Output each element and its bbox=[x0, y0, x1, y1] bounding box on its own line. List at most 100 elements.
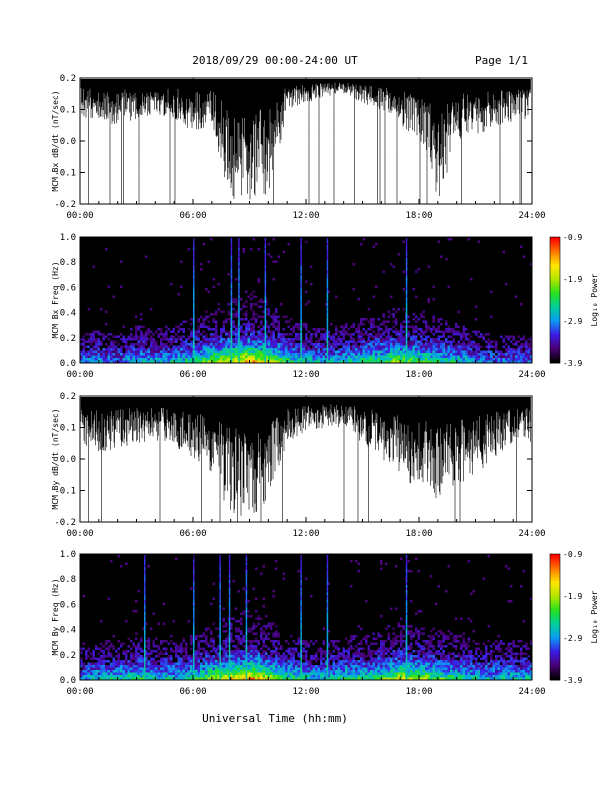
spectrogram-cell bbox=[320, 358, 323, 361]
spectrogram-cell bbox=[100, 308, 103, 311]
spectrogram-cell bbox=[260, 321, 263, 324]
spectrogram-cell bbox=[90, 351, 93, 354]
spectrogram-cell bbox=[133, 343, 136, 346]
spectrogram-cell bbox=[183, 648, 186, 651]
spectrogram-cell bbox=[268, 638, 271, 641]
spectrogram-cell bbox=[288, 341, 291, 344]
spectrogram-cell bbox=[258, 655, 261, 658]
spectrogram-cell bbox=[128, 675, 131, 678]
spectrogram-cell bbox=[390, 673, 393, 676]
spectrogram-cell bbox=[248, 328, 251, 331]
spectrogram-cell bbox=[113, 348, 116, 351]
spectrogram-cell bbox=[180, 346, 183, 349]
spectrogram-cell bbox=[163, 640, 166, 643]
spectrogram-cell bbox=[400, 650, 403, 653]
spectrogram-cell bbox=[440, 348, 443, 351]
spectrogram-cell bbox=[275, 675, 278, 678]
spectrogram-cell bbox=[418, 643, 421, 646]
spectrogram-cell bbox=[265, 675, 268, 678]
spectrogram-cell bbox=[263, 630, 266, 633]
spectrogram-cell bbox=[478, 351, 481, 354]
spectrogram-cell bbox=[275, 308, 278, 311]
spectrogram-cell bbox=[360, 346, 363, 349]
spectrogram-cell bbox=[235, 311, 238, 314]
spectrogram-cell bbox=[353, 665, 356, 668]
spectrogram-cell bbox=[130, 675, 133, 678]
spectrogram-cell bbox=[143, 353, 146, 356]
spectrogram-cell bbox=[465, 336, 468, 339]
spectrogram-cell bbox=[130, 663, 133, 666]
spectrogram-cell bbox=[198, 321, 201, 324]
spectrogram-cell bbox=[228, 348, 231, 351]
spectrogram-cell bbox=[205, 640, 208, 643]
spectrogram-cell bbox=[373, 343, 376, 346]
spectrogram-cell bbox=[383, 668, 386, 671]
spectrogram-cell bbox=[133, 351, 136, 354]
spectrogram-cell bbox=[230, 658, 233, 661]
spectrogram-cell bbox=[375, 346, 378, 349]
spectrogram-cell bbox=[150, 675, 153, 678]
spectrogram-cell bbox=[178, 351, 181, 354]
spectrogram-cell bbox=[303, 356, 306, 359]
spectral-line bbox=[327, 353, 329, 356]
spectrogram-cell bbox=[200, 665, 203, 668]
spectrogram-cell bbox=[448, 286, 451, 289]
spectrogram-cell bbox=[118, 665, 121, 668]
spectrogram-cell bbox=[85, 668, 88, 671]
spectrogram-cell bbox=[525, 341, 528, 344]
spectrogram-cell bbox=[255, 313, 258, 316]
spectrogram-cell bbox=[275, 261, 278, 264]
spectrogram-cell bbox=[283, 573, 286, 576]
spectrogram-cell bbox=[285, 333, 288, 336]
spectrogram-cell bbox=[355, 668, 358, 671]
spectrogram-cell bbox=[208, 321, 211, 324]
spectral-line bbox=[300, 331, 302, 334]
spectrogram-cell bbox=[340, 356, 343, 359]
spectrogram-cell bbox=[198, 356, 201, 359]
spectrogram-cell bbox=[320, 333, 323, 336]
spectrogram-cell bbox=[100, 660, 103, 663]
spectrogram-cell bbox=[208, 668, 211, 671]
spectral-line bbox=[238, 241, 240, 244]
spectrogram-cell bbox=[410, 625, 413, 628]
spectral-line bbox=[327, 273, 329, 276]
spectrogram-cell bbox=[150, 658, 153, 661]
spectrogram-cell bbox=[363, 328, 366, 331]
spectrogram-cell bbox=[378, 356, 381, 359]
spectrogram-cell bbox=[403, 648, 406, 651]
spectrogram-cell bbox=[395, 358, 398, 361]
spectrogram-cell bbox=[190, 648, 193, 651]
spectrogram-cell bbox=[215, 655, 218, 658]
spectrogram-cell bbox=[108, 648, 111, 651]
spectrogram-cell bbox=[133, 338, 136, 341]
spectrogram-cell bbox=[123, 338, 126, 341]
spectrogram-cell bbox=[360, 660, 363, 663]
spectrogram-cell bbox=[240, 298, 243, 301]
spectrogram-cell bbox=[280, 338, 283, 341]
spectrogram-cell bbox=[265, 638, 268, 641]
spectrogram-cell bbox=[373, 341, 376, 344]
spectrogram-cell bbox=[223, 625, 226, 628]
spectrogram-cell bbox=[463, 326, 466, 329]
spectrogram-cell bbox=[463, 346, 466, 349]
spectrogram-cell bbox=[413, 328, 416, 331]
spectrogram-cell bbox=[350, 351, 353, 354]
spectrogram-cell bbox=[180, 645, 183, 648]
spectrogram-cell bbox=[293, 663, 296, 666]
spectrogram-cell bbox=[450, 341, 453, 344]
spectrogram-cell bbox=[483, 353, 486, 356]
spectrogram-cell bbox=[330, 670, 333, 673]
spectrogram-cell bbox=[500, 358, 503, 361]
spectrogram-cell bbox=[345, 663, 348, 666]
spectrogram-cell bbox=[185, 341, 188, 344]
spectral-line bbox=[265, 298, 267, 301]
spectrogram-cell bbox=[178, 645, 181, 648]
spectrogram-cell bbox=[278, 256, 281, 259]
spectrogram-cell bbox=[100, 673, 103, 676]
spectrogram-cell bbox=[370, 358, 373, 361]
spectrogram-cell bbox=[375, 333, 378, 336]
spectrogram-cell bbox=[360, 658, 363, 661]
spectrogram-cell bbox=[348, 640, 351, 643]
spectrogram-cell bbox=[468, 333, 471, 336]
spectrogram-cell bbox=[280, 303, 283, 306]
